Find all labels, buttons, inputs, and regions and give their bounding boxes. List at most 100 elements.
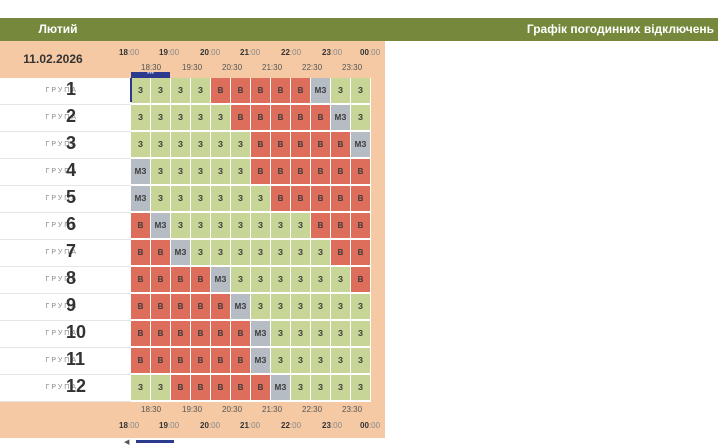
schedule-cell: В (331, 240, 351, 266)
schedule-cell: В (171, 294, 191, 320)
header-hour-label: 21:00 (240, 48, 261, 57)
schedule-cell: З (311, 240, 331, 266)
schedule-cell: В (271, 132, 291, 158)
footer-half-label: 19:30 (182, 405, 203, 414)
schedule-cell: В (231, 348, 251, 374)
group-row-label: ГРУПА 4 (0, 159, 131, 186)
group-row-label: ГРУПА 2 (0, 105, 131, 132)
schedule-cell: МЗ (131, 159, 151, 185)
group-number: 2 (66, 106, 77, 126)
schedule-cell: В (251, 159, 271, 185)
scrollbar-thumb[interactable] (136, 440, 174, 443)
schedule-cell: В (171, 348, 191, 374)
schedule-cell: В (211, 294, 231, 320)
group-caption: ГРУПА (45, 303, 78, 310)
schedule-cell: В (291, 159, 311, 185)
schedule-cell: В (311, 213, 331, 239)
schedule-cell: З (151, 375, 171, 401)
header-half-label: 21:30 (262, 63, 283, 72)
schedule-cell: З (191, 105, 211, 131)
horizontal-scrollbar[interactable]: ◀ (124, 439, 718, 446)
schedule-cell: З (191, 132, 211, 158)
schedule-cell: З (291, 375, 311, 401)
schedule-cell: З (331, 375, 351, 401)
footer-hour-label: 20:00 (200, 421, 221, 430)
schedule-cell: В (171, 321, 191, 347)
schedule-cell: В (251, 105, 271, 131)
schedule-cell: В (271, 78, 291, 104)
group-caption: ГРУПА (45, 168, 78, 175)
schedule-cell: В (291, 186, 311, 212)
group-caption: ГРУПА (45, 222, 78, 229)
schedule-cell: В (271, 159, 291, 185)
schedule-cell: З (271, 294, 291, 320)
scroll-left-icon[interactable]: ◀ (124, 439, 130, 446)
schedule-cell: З (251, 267, 271, 293)
schedule-cell: В (331, 132, 351, 158)
schedule-cell: В (151, 321, 171, 347)
schedule-cell: З (311, 321, 331, 347)
schedule-cell: З (191, 186, 211, 212)
schedule-cell: МЗ (311, 78, 331, 104)
schedule-cell: З (231, 186, 251, 212)
schedule-cell: В (171, 267, 191, 293)
schedule-cell: З (231, 132, 251, 158)
group-caption: ГРУПА (45, 384, 78, 391)
header-hour-label: 00:00 (360, 48, 381, 57)
header-half-label: 20:30 (222, 63, 243, 72)
page-title: Графік погодинних відключень (526, 22, 714, 36)
group-number: 9 (66, 295, 77, 315)
header-hour-label: 22:00 (281, 48, 302, 57)
schedule-cell: МЗ (251, 321, 271, 347)
group-caption: ГРУПА (45, 330, 78, 337)
schedule-cell: МЗ (251, 348, 271, 374)
group-row-label: ГРУПА 11 (0, 348, 131, 375)
schedule-cell: З (251, 240, 271, 266)
group-number: 11 (66, 349, 86, 369)
schedule-cell: З (311, 348, 331, 374)
schedule-cell: В (331, 213, 351, 239)
schedule-cell: В (131, 240, 151, 266)
footer-hour-label: 23:00 (322, 421, 343, 430)
group-row-label: ГРУПА 3 (0, 132, 131, 159)
schedule-cell: В (191, 348, 211, 374)
group-caption: ГРУПА (45, 357, 78, 364)
schedule-cell: З (211, 186, 231, 212)
header-half-label: 18:30 (141, 63, 162, 72)
schedule-cell: МЗ (151, 213, 171, 239)
schedule-cell: З (211, 240, 231, 266)
schedule-cell: В (251, 78, 271, 104)
group-row-label: ГРУПА 10 (0, 321, 131, 348)
schedule-cell: З (211, 132, 231, 158)
footer-hour-label: 18:00 (119, 421, 140, 430)
group-number: 5 (66, 187, 77, 207)
schedule-cell: В (291, 132, 311, 158)
group-row-label: ГРУПА 9 (0, 294, 131, 321)
schedule-cell: В (351, 240, 371, 266)
date-panel (0, 41, 118, 78)
schedule-cell: В (351, 267, 371, 293)
schedule-cell: З (191, 240, 211, 266)
group-row-label: ГРУПА 8 (0, 267, 131, 294)
schedule-cell: З (331, 78, 351, 104)
schedule-cell: З (191, 78, 211, 104)
schedule-cell: З (171, 159, 191, 185)
schedule-cell: З (191, 213, 211, 239)
schedule-cell: З (131, 78, 151, 104)
group-row-label: ГРУПА 6 (0, 213, 131, 240)
group-caption: ГРУПА (45, 114, 78, 121)
schedule-cell: З (211, 105, 231, 131)
timeline-footer (0, 402, 385, 438)
schedule-cell: З (291, 321, 311, 347)
footer-half-label: 23:30 (342, 405, 363, 414)
schedule-cell: В (231, 321, 251, 347)
schedule-cell: В (291, 105, 311, 131)
month-label: Лютий (38, 22, 78, 36)
footer-half-label: 18:30 (141, 405, 162, 414)
footer-half-label: 21:30 (262, 405, 283, 414)
header-half-label: 23:30 (342, 63, 363, 72)
schedule-cell: В (211, 321, 231, 347)
group-number: 7 (66, 241, 77, 261)
footer-half-label: 22:30 (302, 405, 323, 414)
schedule-cell: В (231, 375, 251, 401)
